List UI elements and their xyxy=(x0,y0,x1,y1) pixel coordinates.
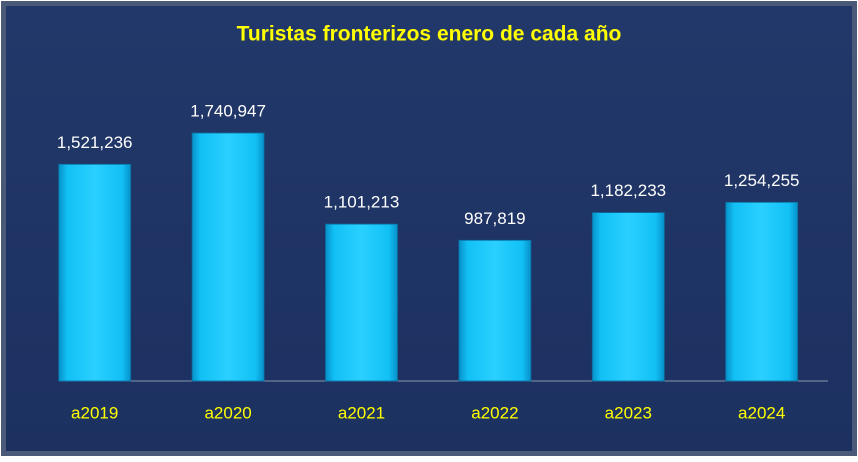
x-tick-label: a2024 xyxy=(738,403,785,422)
value-label: 1,182,233 xyxy=(590,181,666,200)
x-tick-label: a2022 xyxy=(471,403,518,422)
x-tick-label: a2023 xyxy=(605,403,652,422)
bar xyxy=(458,239,532,382)
value-label: 1,521,236 xyxy=(57,133,133,152)
x-tick-label: a2021 xyxy=(338,403,385,422)
value-label: 987,819 xyxy=(464,209,525,228)
plot-background xyxy=(6,6,852,451)
bar xyxy=(591,212,665,382)
x-tick-label: a2019 xyxy=(71,403,118,422)
bar xyxy=(58,163,132,382)
value-label: 1,101,213 xyxy=(324,193,400,212)
bar xyxy=(725,201,799,382)
value-label: 1,254,255 xyxy=(724,171,800,190)
x-tick-label: a2020 xyxy=(204,403,251,422)
chart-title: Turistas fronterizos enero de cada año xyxy=(237,23,622,46)
value-label: 1,740,947 xyxy=(190,101,266,120)
bar xyxy=(191,132,265,382)
bar xyxy=(325,223,398,382)
